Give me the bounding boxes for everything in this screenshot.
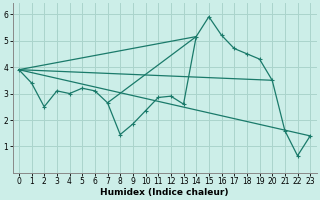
- X-axis label: Humidex (Indice chaleur): Humidex (Indice chaleur): [100, 188, 229, 197]
